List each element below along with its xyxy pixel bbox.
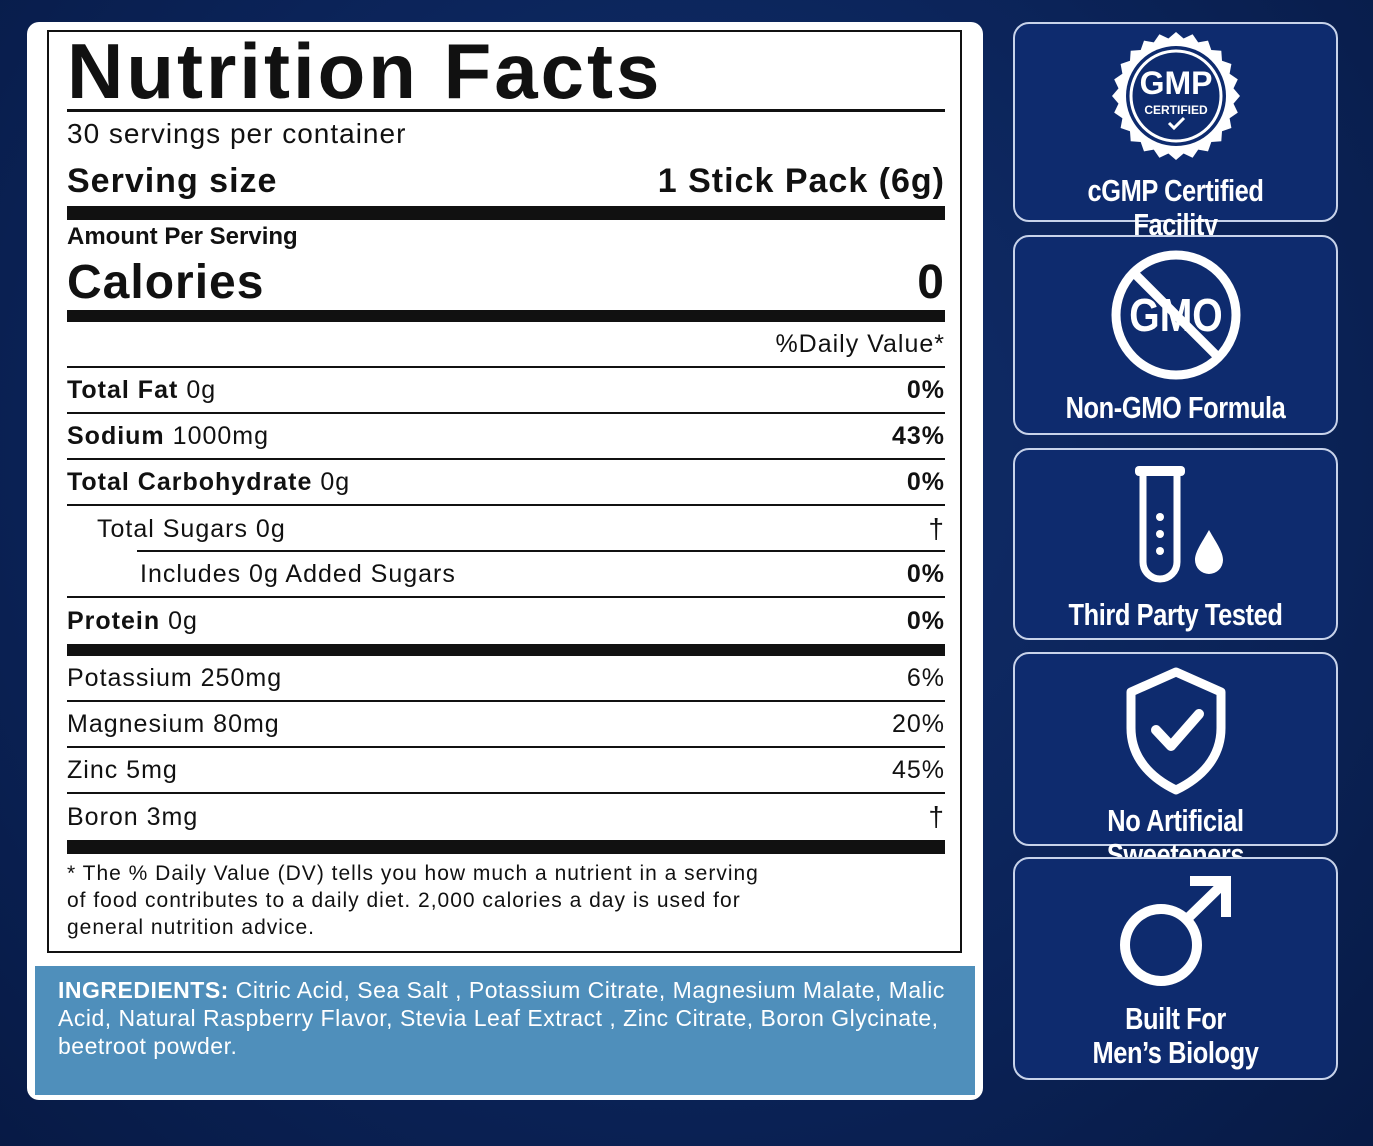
nutrient-amount: 0g <box>186 375 217 404</box>
test-tube-icon <box>1134 466 1223 583</box>
gmp-icon: GMP CERTIFIED <box>1111 32 1240 160</box>
mineral-row: Potassium 250mg 6% <box>67 656 945 702</box>
nutrient: Total Carbohydrate 0g <box>67 468 350 497</box>
nutrient-dv: 0% <box>906 375 945 404</box>
mineral-dv: 45% <box>891 755 945 784</box>
mineral-name: Magnesium 80mg <box>67 709 280 738</box>
nutrient-row: Includes 0g Added Sugars 0% <box>67 552 945 598</box>
nutrient-row: Total Fat 0g 0% <box>67 368 945 414</box>
nutrient-name: Sodium <box>67 421 165 450</box>
calories-label: Calories <box>67 255 265 309</box>
label-panel <box>27 22 983 1100</box>
nutrient-row: Total Carbohydrate 0g 0% <box>67 460 945 506</box>
calories: Calories 0 <box>67 254 945 310</box>
male-icon <box>1119 876 1231 986</box>
nutrient-amount: 1000mg <box>172 421 270 450</box>
serving-size: Serving size 1 Stick Pack (6g) <box>67 156 945 206</box>
mineral-row: Magnesium 80mg 20% <box>67 702 945 748</box>
title-text: Nutrition Facts <box>67 26 663 115</box>
nutrient-name: Total Fat <box>67 375 179 404</box>
nutrient-row: Total Sugars 0g † <box>67 506 945 552</box>
mineral-name: Boron 3mg <box>67 802 199 831</box>
nutrient-row: Protein 0g 0% <box>67 598 945 644</box>
ingredients-text: Citric Acid, Sea Salt , Potassium Citrat… <box>58 977 945 1059</box>
servings: 30 servings per container <box>67 112 945 156</box>
mineral-dv: 6% <box>906 663 945 692</box>
gmp-text: GMP <box>1139 65 1212 101</box>
badge: GMP CERTIFIED cGMP Certified Facility <box>1013 22 1338 242</box>
nutrient-row: Sodium 1000mg 43% <box>67 414 945 460</box>
thick-rule <box>67 206 945 220</box>
ingredients-label: INGREDIENTS: <box>58 977 229 1003</box>
nutrient-name: Total Sugars 0g <box>97 514 286 543</box>
nutrient-dv: 0% <box>906 559 945 588</box>
daily-value-text: %Daily Value* <box>775 329 945 358</box>
amount-text: Amount Per Serving <box>67 223 298 250</box>
badge-label: cGMP Certified Facility <box>1087 173 1264 242</box>
badge-label: Non-GMO Formula <box>1065 390 1286 425</box>
nutrient-dv: 0% <box>906 467 945 496</box>
mineral-row: Zinc 5mg 45% <box>67 748 945 794</box>
thick-rule <box>67 840 945 854</box>
nutrition-facts: Nutrition Facts 30 servings per containe… <box>67 26 945 941</box>
footnote: * The % Daily Value (DV) tells you how m… <box>67 862 759 939</box>
daily-value-header: %Daily Value* <box>67 322 945 368</box>
nutrient-name: Protein <box>67 606 161 635</box>
serving-size-label: Serving size <box>67 161 278 200</box>
nutrient: Sodium 1000mg <box>67 422 269 451</box>
nutrient-amount: 0g <box>168 606 198 635</box>
badge-label: Built For <box>1125 1001 1226 1036</box>
badge: Built For Men’s Biology <box>1013 857 1338 1080</box>
badge-label: Third Party Tested <box>1068 597 1283 632</box>
badge: No Artificial Sweeteners <box>1013 652 1338 872</box>
servings-text: 30 servings per container <box>67 118 407 149</box>
badge: Third Party Tested <box>1013 448 1338 640</box>
non-gmo-icon: GMO <box>1111 250 1240 380</box>
nutrient-amount: 0g <box>320 467 351 496</box>
thick-rule <box>67 644 945 656</box>
certified-text: CERTIFIED <box>1144 103 1208 117</box>
mineral-row: Boron 3mg † <box>67 794 945 840</box>
nutrient-dv: † <box>928 513 945 544</box>
thick-rule <box>67 310 945 322</box>
rule <box>137 550 945 552</box>
shield-icon <box>1126 667 1225 795</box>
serving-size-value: 1 Stick Pack (6g) <box>657 161 945 200</box>
nutrient-name: Includes 0g Added Sugars <box>140 559 456 588</box>
mineral-name: Potassium 250mg <box>67 663 283 692</box>
nutrient-name: Total Carbohydrate <box>67 467 313 496</box>
badge-label: Men’s Biology <box>1092 1035 1259 1070</box>
nutrient-dv: 0% <box>906 606 945 635</box>
nutrient: Total Fat 0g <box>67 376 216 405</box>
mineral-dv: 20% <box>891 709 945 738</box>
label-border <box>47 30 962 953</box>
mineral-name: Zinc 5mg <box>67 755 178 784</box>
title: Nutrition Facts <box>67 26 945 115</box>
nutrient-dv: 43% <box>891 421 945 450</box>
nutrient: Protein 0g <box>67 607 198 636</box>
mineral-dv: † <box>928 801 945 832</box>
badge: GMO Non-GMO Formula <box>1013 235 1338 435</box>
amount-per-serving: Amount Per Serving <box>67 220 945 254</box>
ingredients: INGREDIENTS: Citric Acid, Sea Salt , Pot… <box>35 966 975 1095</box>
calories-value: 0 <box>917 255 945 309</box>
